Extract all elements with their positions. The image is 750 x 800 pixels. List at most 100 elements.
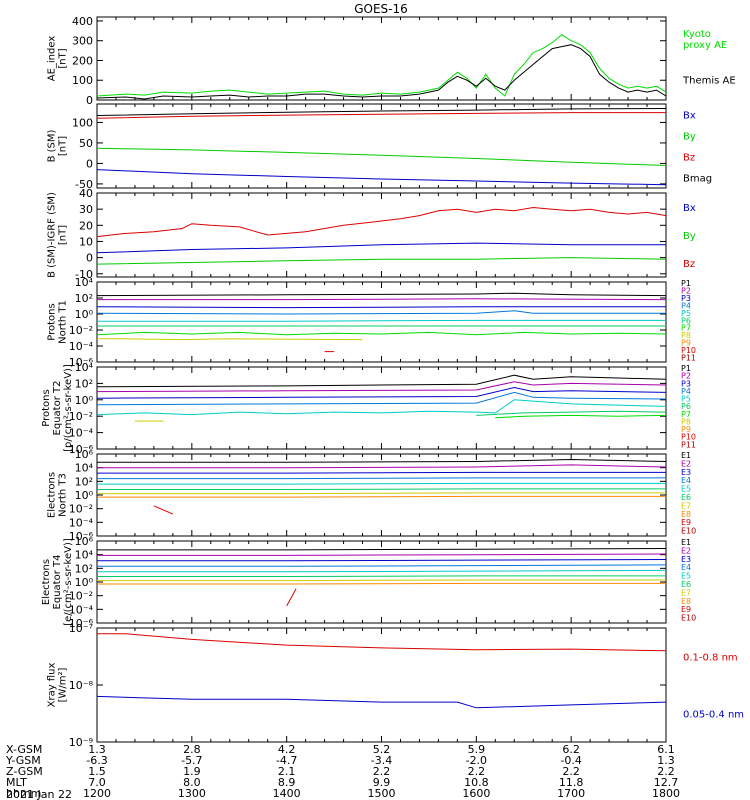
ephemeris-value: 5.9 xyxy=(468,743,486,756)
y-axis-label: North T1 xyxy=(58,300,69,344)
y-tick-label: 10⁶ xyxy=(75,535,94,548)
y-tick-label: 10² xyxy=(75,377,93,390)
channel-label: P9 xyxy=(681,339,691,348)
legend-label: 0.05-0.4 nm xyxy=(683,710,744,721)
channel-label: E9 xyxy=(681,518,691,527)
y-tick-label: 10⁴ xyxy=(75,462,94,475)
channel-label: P8 xyxy=(681,417,691,426)
legend-label: Bx xyxy=(683,111,696,122)
channel-label: E1 xyxy=(681,538,691,547)
legend-label: proxy AE xyxy=(683,40,727,51)
y-tick-label: 10⁻⁶ xyxy=(69,356,94,369)
channel-label: P5 xyxy=(681,395,691,404)
plot-title: GOES-16 xyxy=(354,2,408,16)
ephemeris-value: 2.2 xyxy=(657,765,675,778)
legend-label: By xyxy=(683,231,696,242)
channel-label: E3 xyxy=(681,555,691,564)
series-by-line xyxy=(96,147,667,166)
channel-label: P1 xyxy=(681,364,691,373)
channel-label: P10 xyxy=(681,433,696,442)
y-axis-label: Electrons xyxy=(47,472,58,518)
series-bx-line xyxy=(96,169,667,186)
ephemeris-value: 1.9 xyxy=(183,765,201,778)
series-e4-line xyxy=(97,564,667,567)
channel-label: P7 xyxy=(681,410,691,419)
series-p5-line xyxy=(97,319,666,322)
ephemeris-row-label: hhmm xyxy=(6,787,41,800)
series-e6-line xyxy=(97,488,666,490)
y-tick-label: 10² xyxy=(75,475,93,488)
legend-label: Themis AE xyxy=(682,75,736,86)
ephemeris-value: -0.4 xyxy=(560,754,581,767)
series-p4-line xyxy=(96,310,666,315)
ephemeris-row-label: Y-GSM xyxy=(5,754,41,767)
panel-pequator: 10⁴ 10² 10⁰ 10⁻² 10⁻⁴ 10⁻⁶ Protons Equator T2 [p… xyxy=(41,361,696,456)
series-e3-line xyxy=(97,559,667,562)
y-axis-label: AE_index xyxy=(47,36,58,82)
legend-label: 0.1-0.8 nm xyxy=(683,653,738,664)
ephemeris-value: 7.0 xyxy=(88,776,106,789)
series-bz-line xyxy=(96,206,667,238)
y-axis-label: Protons xyxy=(47,303,58,340)
channel-label: P7 xyxy=(681,324,691,333)
channel-label: P4 xyxy=(681,301,691,310)
y-axis-label: B (SM)-IGRF (SM) xyxy=(47,192,58,278)
ephemeris-value: 1800 xyxy=(652,787,680,800)
y-tick-label: 10⁻² xyxy=(69,590,93,603)
channel-label: E2 xyxy=(681,459,691,468)
series-p3-line xyxy=(96,386,667,399)
series-e3-line xyxy=(97,471,666,474)
channel-label: P3 xyxy=(681,379,691,388)
series-e9-line xyxy=(153,505,174,515)
panel-bigrf: -10 0 10 20 30 40 B (SM)-IGRF (SM) [nT] Bx By Bz xyxy=(47,187,696,281)
ephemeris-row-label: X-GSM xyxy=(6,743,42,756)
y-tick-label: 10⁻⁴ xyxy=(69,427,94,440)
panel-pnorth: 10⁴ 10² 10⁰ 10⁻² 10⁻⁴ 10⁻⁶ Protons North T1 P1P2… xyxy=(47,276,697,369)
y-axis-label: [nT] xyxy=(58,48,69,68)
ephemeris-value: 4.2 xyxy=(278,743,296,756)
ephemeris-value: -5.7 xyxy=(181,754,202,767)
y-tick-label: 10⁻⁴ xyxy=(69,516,94,529)
ephemeris-value: 1300 xyxy=(178,787,206,800)
y-tick-label: 10⁴ xyxy=(75,549,94,562)
y-axis-label: [nT] xyxy=(58,136,69,156)
panel-frame xyxy=(96,627,667,743)
channel-label: P6 xyxy=(681,316,691,325)
ephemeris-value: 1200 xyxy=(83,787,111,800)
series-p7-line xyxy=(96,331,667,336)
ephemeris-value: 1600 xyxy=(462,787,490,800)
y-tick-label: 10⁻⁸ xyxy=(69,679,94,692)
channel-label: E6 xyxy=(681,493,691,502)
ephemeris-value: 9.9 xyxy=(373,776,391,789)
y-axis-label: North T3 xyxy=(58,473,69,517)
ephemeris-value: 1.3 xyxy=(657,754,675,767)
ephemeris-value: 11.8 xyxy=(559,776,584,789)
ephemeris-value: 10.8 xyxy=(464,776,489,789)
channel-label: P2 xyxy=(681,286,691,295)
y-tick-label: 0 xyxy=(86,252,93,265)
y-tick-label: -10 xyxy=(75,268,93,281)
y-tick-label: 10⁰ xyxy=(75,394,94,407)
y-tick-label: 20 xyxy=(79,219,93,232)
panel-frame xyxy=(96,366,667,450)
channel-label: P2 xyxy=(681,372,691,381)
ephemeris-value: -4.7 xyxy=(276,754,297,767)
series-e2-line xyxy=(97,553,667,556)
series-e1-line xyxy=(97,458,667,463)
y-tick-label: 200 xyxy=(72,54,93,67)
ephemeris-value: 2.1 xyxy=(278,765,296,778)
series-0-1-0-8-nm-line xyxy=(97,633,667,652)
panel-xray: 10⁻⁷ 10⁻⁸ 10⁻⁹ Xray flux [W/m²] 0.1-0.8 nm 0.0… xyxy=(47,622,745,749)
series-p6-line xyxy=(476,410,667,416)
y-tick-label: 10⁻⁷ xyxy=(69,622,93,635)
y-tick-label: 300 xyxy=(72,35,93,48)
ephemeris-row-label: MLT xyxy=(6,776,27,789)
series-e1-line xyxy=(97,548,667,551)
panel-bsm: -50 0 50 100 B (SM) [nT] Bx By Bz Bmag xyxy=(47,103,712,191)
panel-frame xyxy=(96,453,667,537)
y-tick-label: 30 xyxy=(79,203,93,216)
series-by-line xyxy=(96,257,667,265)
series-p8-line xyxy=(97,338,363,341)
